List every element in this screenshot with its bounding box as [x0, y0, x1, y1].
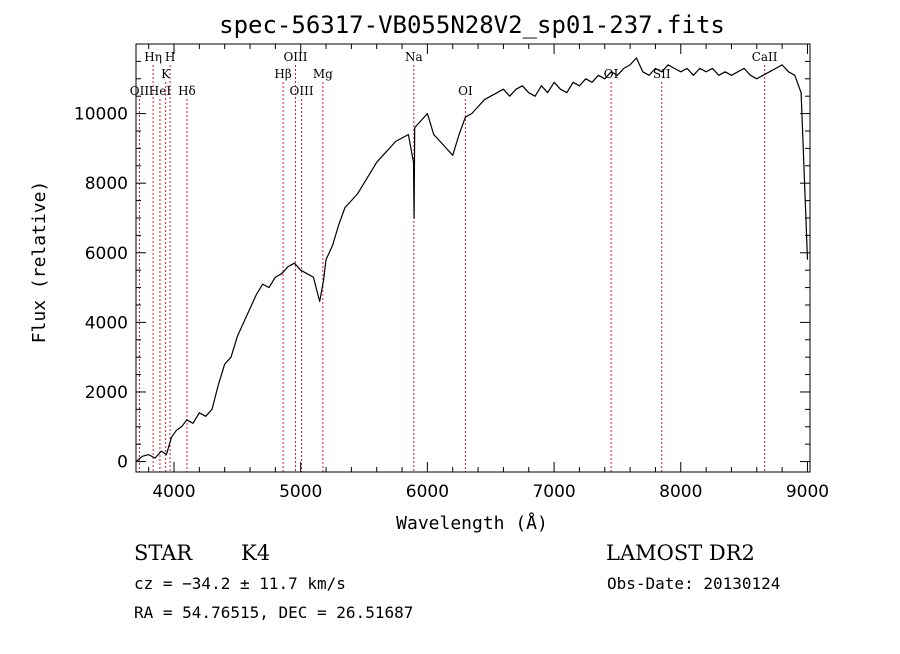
- y-tick-label: 2000: [85, 383, 128, 403]
- spectrum-series-line-0: [135, 57, 809, 463]
- subclass: K4: [241, 541, 270, 565]
- x-tick-label: 6000: [406, 482, 449, 502]
- y-tick-label: 4000: [85, 313, 128, 333]
- object-class: STAR: [134, 541, 193, 565]
- survey-name: LAMOST DR2: [606, 541, 755, 565]
- line-marker-label-3: K: [161, 67, 171, 81]
- chart-title: spec-56317-VB055N28V2_sp01-237.fits: [219, 11, 725, 39]
- line-marker-label-7: OIII: [283, 50, 307, 64]
- line-marker-label-11: OI: [458, 84, 473, 98]
- line-marker-label-12: OI: [604, 67, 619, 81]
- line-marker-label-4: H: [165, 50, 175, 64]
- x-tick-label: 8000: [659, 482, 702, 502]
- line-marker-label-0: OII: [130, 84, 150, 98]
- line-marker-label-10: Na: [405, 50, 423, 64]
- y-tick-label: 10000: [74, 105, 128, 125]
- x-tick-label: 7000: [532, 482, 575, 502]
- line-marker-label-1: Hη: [144, 50, 162, 64]
- line-marker-label-14: CaII: [752, 50, 778, 64]
- x-tick-label: 5000: [279, 482, 322, 502]
- line-marker-label-5: Hδ: [178, 84, 196, 98]
- y-tick-label: 0: [117, 453, 128, 473]
- axes: 4000 5000 6000 7000 8000 9000 0 2000 4000 6000 800…: [74, 43, 829, 502]
- line-marker-label-2: HeI: [149, 84, 172, 98]
- coordinates-text: RA = 54.76515, DEC = 26.51687: [134, 603, 413, 622]
- obs-date-text: Obs-Date: 20130124: [607, 574, 780, 593]
- line-marker-label-9: Mg: [313, 67, 333, 81]
- plot-frame: [135, 43, 811, 473]
- y-tick-label: 8000: [85, 174, 128, 194]
- series-layer: [135, 57, 809, 463]
- line-marker-label-8: OIII: [290, 84, 314, 98]
- y-tick-label: 6000: [85, 244, 128, 264]
- line-markers: OII Hη HeI KH Hδ Hβ OIII OIII Mg Na OI OI SII CaII: [130, 50, 778, 472]
- line-marker-label-6: Hβ: [274, 67, 291, 81]
- x-axis-label: Wavelength (Å): [396, 512, 548, 534]
- y-axis-label: Flux (relative): [29, 181, 50, 344]
- redshift-text: cz = −34.2 ± 11.7 km/s: [134, 574, 346, 593]
- x-tick-label: 9000: [786, 482, 829, 502]
- line-marker-label-13: SII: [653, 67, 671, 81]
- x-tick-label: 4000: [152, 482, 195, 502]
